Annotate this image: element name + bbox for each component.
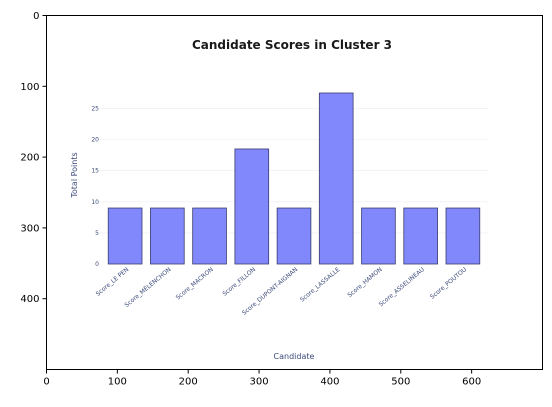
bar-1: [150, 207, 185, 265]
inner-y-tick-label: 25: [91, 106, 99, 113]
outer-x-tick-label: 500: [391, 377, 410, 388]
inner-y-tick-label: 0: [95, 261, 99, 268]
bar-0: [107, 207, 143, 265]
bar-2: [192, 207, 227, 265]
y-axis-label: Total Points: [70, 152, 79, 198]
bar-3: [234, 148, 270, 265]
bar-7: [403, 207, 438, 265]
bar-5: [318, 92, 354, 265]
outer-y-tick-label: 400: [20, 294, 39, 305]
bar-8: [445, 207, 481, 265]
inner-y-tick-label: 20: [91, 137, 99, 144]
inner-y-tick-labels: 0 5 10 15 20 25: [91, 106, 99, 268]
outer-y-tick-label: 100: [20, 82, 39, 93]
outer-x-tick-label: 300: [250, 377, 269, 388]
outer-x-tick-label: 200: [179, 377, 198, 388]
inner-y-tick-label: 15: [91, 168, 99, 175]
outer-x-tick-label: 100: [108, 377, 127, 388]
outer-y-tick-label: 200: [20, 153, 39, 164]
outer-y-ticks: 0 100 200 300 400: [20, 11, 47, 305]
outer-y-tick-label: 0: [33, 11, 39, 22]
bar-6: [361, 207, 396, 265]
bar-4: [276, 207, 312, 265]
outer-axes-frame: [46, 15, 543, 370]
inner-y-tick-label: 10: [91, 199, 99, 206]
outer-x-tick-label: 0: [43, 377, 49, 388]
bars: [107, 92, 481, 265]
outer-y-tick-label: 300: [20, 223, 39, 234]
outer-x-tick-label: 600: [462, 377, 481, 388]
inner-y-tick-label: 5: [95, 230, 99, 237]
x-axis-label: Candidate: [274, 352, 315, 361]
chart-title: Candidate Scores in Cluster 3: [192, 38, 392, 52]
outer-x-tick-label: 400: [320, 377, 339, 388]
outer-x-ticks: 0 100 200 300 400 500 600: [43, 369, 481, 388]
